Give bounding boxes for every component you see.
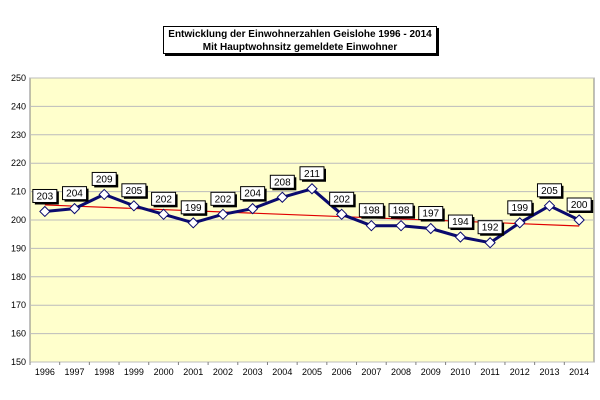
y-tick-label: 190 — [11, 243, 26, 253]
data-label: 202 — [333, 194, 350, 205]
y-tick-label: 150 — [11, 357, 26, 367]
data-label: 192 — [482, 223, 499, 234]
data-point-marker — [514, 217, 526, 229]
data-label-box — [32, 188, 58, 203]
data-label: 199 — [185, 203, 202, 214]
data-label-box — [358, 203, 384, 218]
data-point-marker — [98, 188, 110, 201]
data-point-marker — [217, 208, 229, 221]
data-point-marker — [543, 200, 556, 212]
y-tick-label: 170 — [11, 300, 26, 310]
x-tick-label: 2013 — [539, 367, 559, 377]
data-point-marker — [425, 222, 437, 235]
data-label-box — [299, 166, 325, 181]
data-point-marker — [484, 237, 496, 249]
data-label: 194 — [452, 217, 469, 228]
y-tick-label: 160 — [11, 329, 26, 339]
x-tick-label: 2001 — [183, 367, 203, 377]
data-label-box — [180, 200, 206, 215]
data-label-box — [477, 220, 503, 235]
data-point-marker — [276, 191, 289, 203]
data-point-marker — [335, 208, 348, 221]
y-tick-label: 240 — [11, 101, 26, 111]
data-label: 202 — [215, 194, 232, 205]
y-tick-label: 230 — [11, 130, 26, 140]
data-label: 204 — [244, 189, 261, 200]
data-label-box — [210, 191, 236, 206]
data-label: 203 — [36, 191, 53, 202]
x-tick-label: 2014 — [569, 367, 589, 377]
chart-subtitle: Mit Hauptwohnsitz gemeldete Einwohner — [202, 42, 398, 53]
data-label: 198 — [393, 206, 410, 217]
x-tick-label: 2005 — [302, 367, 322, 377]
data-label: 200 — [571, 200, 588, 211]
data-label: 209 — [96, 174, 113, 185]
data-label-box — [121, 183, 147, 198]
y-tick-label: 180 — [11, 272, 26, 282]
x-tick-label: 2010 — [450, 367, 470, 377]
data-point-marker — [68, 202, 81, 215]
data-label: 197 — [422, 209, 439, 220]
data-label: 208 — [274, 177, 291, 188]
x-tick-label: 2009 — [421, 367, 441, 377]
data-point-marker — [454, 231, 467, 243]
x-tick-label: 2000 — [154, 367, 174, 377]
y-tick-label: 210 — [11, 187, 26, 197]
data-label-box — [151, 191, 177, 206]
data-point-marker — [395, 219, 407, 232]
data-label: 199 — [511, 203, 528, 214]
data-label-box — [240, 186, 266, 201]
data-point-marker — [365, 219, 378, 232]
data-label: 202 — [155, 194, 172, 205]
data-label-box — [388, 203, 414, 218]
x-tick-label: 2004 — [272, 367, 292, 377]
data-label: 205 — [126, 186, 143, 197]
x-tick-label: 2002 — [213, 367, 233, 377]
x-tick-label: 2003 — [243, 367, 263, 377]
data-label-box — [418, 206, 444, 221]
data-label-box — [329, 191, 355, 206]
data-label-box — [447, 214, 473, 229]
data-label: 198 — [363, 206, 380, 217]
x-tick-label: 2006 — [332, 367, 352, 377]
x-tick-label: 2008 — [391, 367, 411, 377]
data-label-box — [62, 186, 88, 201]
data-label-box — [91, 171, 117, 186]
x-tick-label: 1999 — [124, 367, 144, 377]
data-label: 204 — [66, 189, 83, 200]
data-point-marker — [39, 205, 51, 218]
x-tick-label: 1996 — [35, 367, 55, 377]
data-point-marker — [128, 200, 140, 212]
x-tick-label: 2011 — [480, 367, 499, 377]
x-tick-label: 2007 — [361, 367, 381, 377]
x-tick-label: 1998 — [94, 367, 114, 377]
chart-title: Entwicklung der Einwohnerzahlen Geislohe… — [168, 29, 432, 40]
data-label: 205 — [541, 186, 558, 197]
data-point-marker — [157, 208, 170, 221]
x-tick-label: 1997 — [65, 367, 85, 377]
data-point-marker — [246, 202, 259, 215]
y-tick-label: 250 — [11, 73, 26, 83]
chart-title-box: Entwicklung der Einwohnerzahlen Geislohe… — [163, 26, 437, 54]
data-point-marker — [187, 217, 199, 229]
data-point-marker — [573, 214, 585, 226]
data-label-box — [507, 200, 533, 215]
y-tick-label: 200 — [11, 215, 26, 225]
x-tick-label: 2012 — [510, 367, 530, 377]
y-tick-label: 220 — [11, 158, 26, 168]
data-label-box — [269, 174, 295, 189]
data-label: 211 — [304, 169, 320, 180]
data-label-box — [536, 183, 562, 198]
data-point-marker — [306, 183, 318, 195]
data-label-box — [566, 197, 592, 212]
